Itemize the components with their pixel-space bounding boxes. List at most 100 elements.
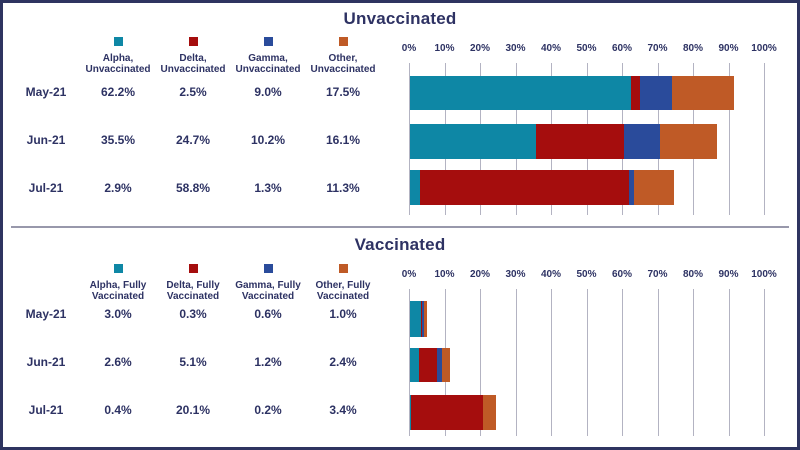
section-divider: [11, 226, 789, 228]
row-value: 2.5%: [179, 85, 207, 99]
row-value: 16.1%: [325, 133, 361, 147]
gridline: [480, 289, 481, 436]
bar-segment: [410, 76, 631, 110]
bar-segment: [482, 395, 484, 430]
row-value: 1.0%: [329, 307, 357, 321]
axis-tick-label: 80%: [682, 43, 703, 54]
legend-swatch: [263, 37, 273, 46]
bar-jun-21: [410, 348, 451, 382]
bar-segment: [629, 170, 634, 205]
legend-swatch: [338, 264, 348, 273]
bar-segment: [536, 124, 624, 159]
axis-tick-label: 30%: [505, 43, 526, 54]
bar-segment: [420, 301, 422, 337]
legend-label: Gamma, Unvaccinated: [235, 53, 301, 75]
axis-tick-label: 0%: [401, 43, 417, 54]
bar-segment: [639, 76, 672, 110]
bar-segment: [623, 124, 660, 159]
bar-segment: [483, 395, 496, 430]
axis-tick-label: 90%: [718, 269, 739, 280]
legend-swatch: [113, 37, 123, 46]
gridline: [764, 289, 765, 436]
legend-label: Other, Unvaccinated: [310, 53, 376, 75]
legend-swatch: [188, 37, 198, 46]
axis-tick-label: 70%: [647, 269, 668, 280]
bar-segment: [423, 301, 428, 337]
axis-tick-label: 40%: [540, 43, 561, 54]
gridline: [693, 289, 694, 436]
gridline: [728, 63, 730, 215]
axis-tick-label: 0%: [401, 269, 417, 280]
legend-label: Alpha, Fully Vaccinated: [89, 280, 147, 302]
bar-jul-21: [410, 395, 496, 430]
row-label: Jun-21: [26, 133, 66, 147]
bar-may-21: [410, 301, 428, 337]
row-value: 3.4%: [329, 403, 357, 417]
row-value: 35.5%: [100, 133, 136, 147]
axis-tick-label: 20%: [469, 269, 490, 280]
vaccinated-section-title: Vaccinated: [354, 235, 446, 254]
bar-segment: [410, 124, 537, 159]
axis-tick-label: 30%: [505, 269, 526, 280]
legend-label: Other, Fully Vaccinated: [315, 280, 371, 302]
row-label: Jul-21: [28, 181, 64, 195]
legend-item: Alpha, Unvaccinated: [60, 33, 176, 75]
legend-swatch: [338, 37, 348, 46]
bar-segment: [410, 301, 421, 337]
bar-segment: [410, 395, 412, 430]
legend-label: Alpha, Unvaccinated: [85, 53, 151, 75]
axis-tick-label: 100%: [751, 269, 777, 280]
gridline: [657, 289, 659, 436]
row-value: 3.0%: [104, 307, 132, 321]
bar-segment: [420, 170, 630, 205]
legend-swatch: [188, 264, 198, 273]
row-value: 0.6%: [254, 307, 282, 321]
legend-item: Gamma, Fully Vaccinated: [210, 260, 326, 302]
axis-tick-label: 50%: [576, 269, 597, 280]
axis-tick-label: 70%: [647, 43, 668, 54]
gridline: [622, 289, 623, 436]
gridline: [586, 289, 588, 436]
legend-item: Other, Unvaccinated: [285, 33, 401, 75]
gridline: [764, 63, 765, 215]
axis-tick-label: 100%: [751, 43, 777, 54]
row-label: Jun-21: [26, 355, 66, 369]
bar-segment: [411, 395, 483, 430]
row-value: 5.1%: [179, 355, 207, 369]
bar-segment: [410, 170, 421, 205]
row-value: 10.2%: [250, 133, 286, 147]
bar-segment: [630, 76, 640, 110]
row-label: Jul-21: [28, 403, 64, 417]
row-value: 11.3%: [326, 181, 360, 195]
axis-tick-label: 90%: [718, 43, 739, 54]
row-value: 0.4%: [104, 403, 132, 417]
legend-swatch: [263, 264, 273, 273]
axis-tick-label: 60%: [611, 43, 632, 54]
gridline: [409, 63, 410, 215]
legend-swatch: [113, 264, 123, 273]
legend-label: Delta, Fully Vaccinated: [166, 280, 220, 302]
legend-item: Gamma, Unvaccinated: [210, 33, 326, 75]
bar-may-21: [410, 76, 734, 110]
bar-segment: [421, 301, 424, 337]
row-value: 2.4%: [329, 355, 357, 369]
row-value: 2.9%: [104, 181, 132, 195]
axis-tick-label: 10%: [434, 269, 455, 280]
legend-label: Delta, Unvaccinated: [160, 53, 226, 75]
row-value: 0.3%: [179, 307, 207, 321]
row-value: 0.2%: [254, 403, 282, 417]
gridline: [409, 289, 410, 436]
row-value: 1.2%: [254, 355, 282, 369]
axis-tick-label: 20%: [469, 43, 490, 54]
bar-jun-21: [410, 124, 718, 159]
legend-label: Gamma, Fully Vaccinated: [235, 280, 301, 302]
row-value: 24.7%: [175, 133, 211, 147]
gridline: [515, 289, 517, 436]
legend-item: Alpha, Fully Vaccinated: [60, 260, 176, 302]
row-label: May-21: [25, 85, 67, 99]
bar-jul-21: [410, 170, 674, 205]
axis-tick-label: 50%: [576, 43, 597, 54]
row-value: 17.5%: [325, 85, 361, 99]
axis-tick-label: 60%: [611, 269, 632, 280]
